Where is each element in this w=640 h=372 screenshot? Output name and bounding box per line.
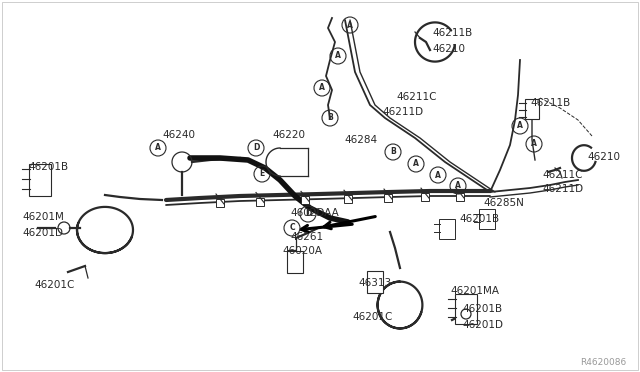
Text: R4620086: R4620086 xyxy=(580,358,627,367)
Text: 46201B: 46201B xyxy=(28,162,68,172)
Bar xyxy=(216,199,224,207)
Text: 46201D: 46201D xyxy=(462,320,503,330)
Text: 46201M: 46201M xyxy=(22,212,64,222)
FancyBboxPatch shape xyxy=(439,219,455,239)
Text: 46210: 46210 xyxy=(587,152,620,162)
Text: D: D xyxy=(305,209,311,218)
Text: 46211B: 46211B xyxy=(432,28,472,38)
Text: A: A xyxy=(435,170,441,180)
Bar xyxy=(344,195,352,203)
Text: 46211D: 46211D xyxy=(542,184,583,194)
Text: A: A xyxy=(413,160,419,169)
Text: D: D xyxy=(253,144,259,153)
Text: E: E xyxy=(259,170,264,179)
FancyBboxPatch shape xyxy=(455,294,477,324)
Text: 46210: 46210 xyxy=(432,44,465,54)
Text: C: C xyxy=(289,224,295,232)
Text: 4602DAA: 4602DAA xyxy=(290,208,339,218)
Text: 46201C: 46201C xyxy=(34,280,74,290)
Text: A: A xyxy=(531,140,537,148)
Text: B: B xyxy=(327,113,333,122)
Text: 46261: 46261 xyxy=(290,232,323,242)
Text: 46211B: 46211B xyxy=(530,98,570,108)
Text: 46211C: 46211C xyxy=(542,170,582,180)
Text: 46201B: 46201B xyxy=(462,304,502,314)
Text: 46201MA: 46201MA xyxy=(450,286,499,296)
FancyBboxPatch shape xyxy=(479,209,495,229)
Text: B: B xyxy=(390,148,396,157)
Text: 46313: 46313 xyxy=(358,278,391,288)
Text: 46220: 46220 xyxy=(272,130,305,140)
Text: 46201B: 46201B xyxy=(459,214,499,224)
Text: 46211C: 46211C xyxy=(396,92,436,102)
Text: 46201C: 46201C xyxy=(352,312,392,322)
Text: 46020A: 46020A xyxy=(282,246,322,256)
Bar xyxy=(384,194,392,202)
Text: A: A xyxy=(319,83,325,93)
Text: 46285N: 46285N xyxy=(483,198,524,208)
Bar xyxy=(301,196,309,204)
FancyBboxPatch shape xyxy=(29,164,51,196)
Bar xyxy=(256,198,264,205)
Text: A: A xyxy=(517,122,523,131)
FancyBboxPatch shape xyxy=(287,251,303,273)
Text: 46240: 46240 xyxy=(162,130,195,140)
Text: 46201D: 46201D xyxy=(22,228,63,238)
Bar xyxy=(456,193,464,201)
FancyBboxPatch shape xyxy=(367,271,383,293)
Text: 46284: 46284 xyxy=(344,135,377,145)
Bar xyxy=(421,193,429,201)
Text: 46211D: 46211D xyxy=(382,107,423,117)
Text: A: A xyxy=(347,20,353,29)
Text: A: A xyxy=(155,144,161,153)
FancyBboxPatch shape xyxy=(525,99,539,119)
Text: A: A xyxy=(455,182,461,190)
Text: A: A xyxy=(335,51,341,61)
